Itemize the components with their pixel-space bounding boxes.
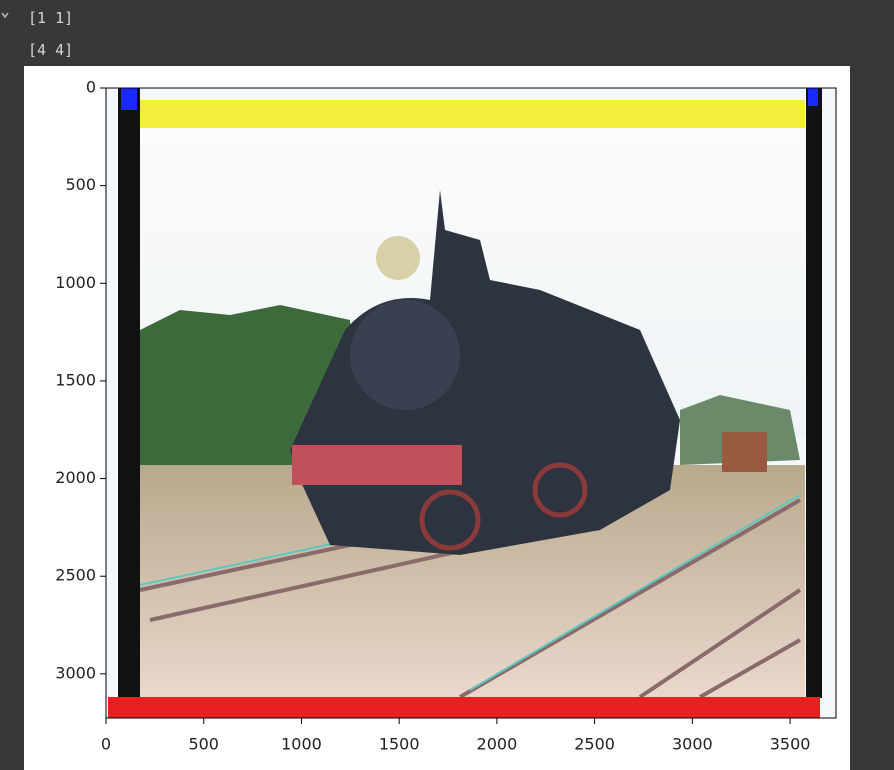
- y-tick-label: 3000: [55, 663, 96, 682]
- x-tick-label: 3500: [770, 735, 811, 754]
- y-tick-label: 500: [65, 175, 96, 194]
- output-line: [1 1]: [28, 9, 73, 27]
- axes-frame: [105, 87, 837, 719]
- x-tick-label: 2500: [574, 735, 615, 754]
- image: [106, 88, 836, 718]
- y-tick-label: 2500: [55, 566, 96, 585]
- x-tick-label: 1000: [281, 735, 322, 754]
- collapse-chevron[interactable]: [1, 12, 9, 19]
- x-tick-label: 2000: [477, 735, 518, 754]
- y-tick-label: 2000: [55, 468, 96, 487]
- y-tick-label: 1500: [55, 370, 96, 389]
- output-line: [4 4]: [28, 41, 73, 59]
- x-tick-label: 0: [101, 735, 111, 754]
- y-tick-label: 1000: [55, 273, 96, 292]
- y-tick-label: 0: [86, 78, 96, 97]
- x-tick-label: 1500: [379, 735, 420, 754]
- x-tick-label: 3000: [672, 735, 713, 754]
- x-tick-label: 500: [188, 735, 219, 754]
